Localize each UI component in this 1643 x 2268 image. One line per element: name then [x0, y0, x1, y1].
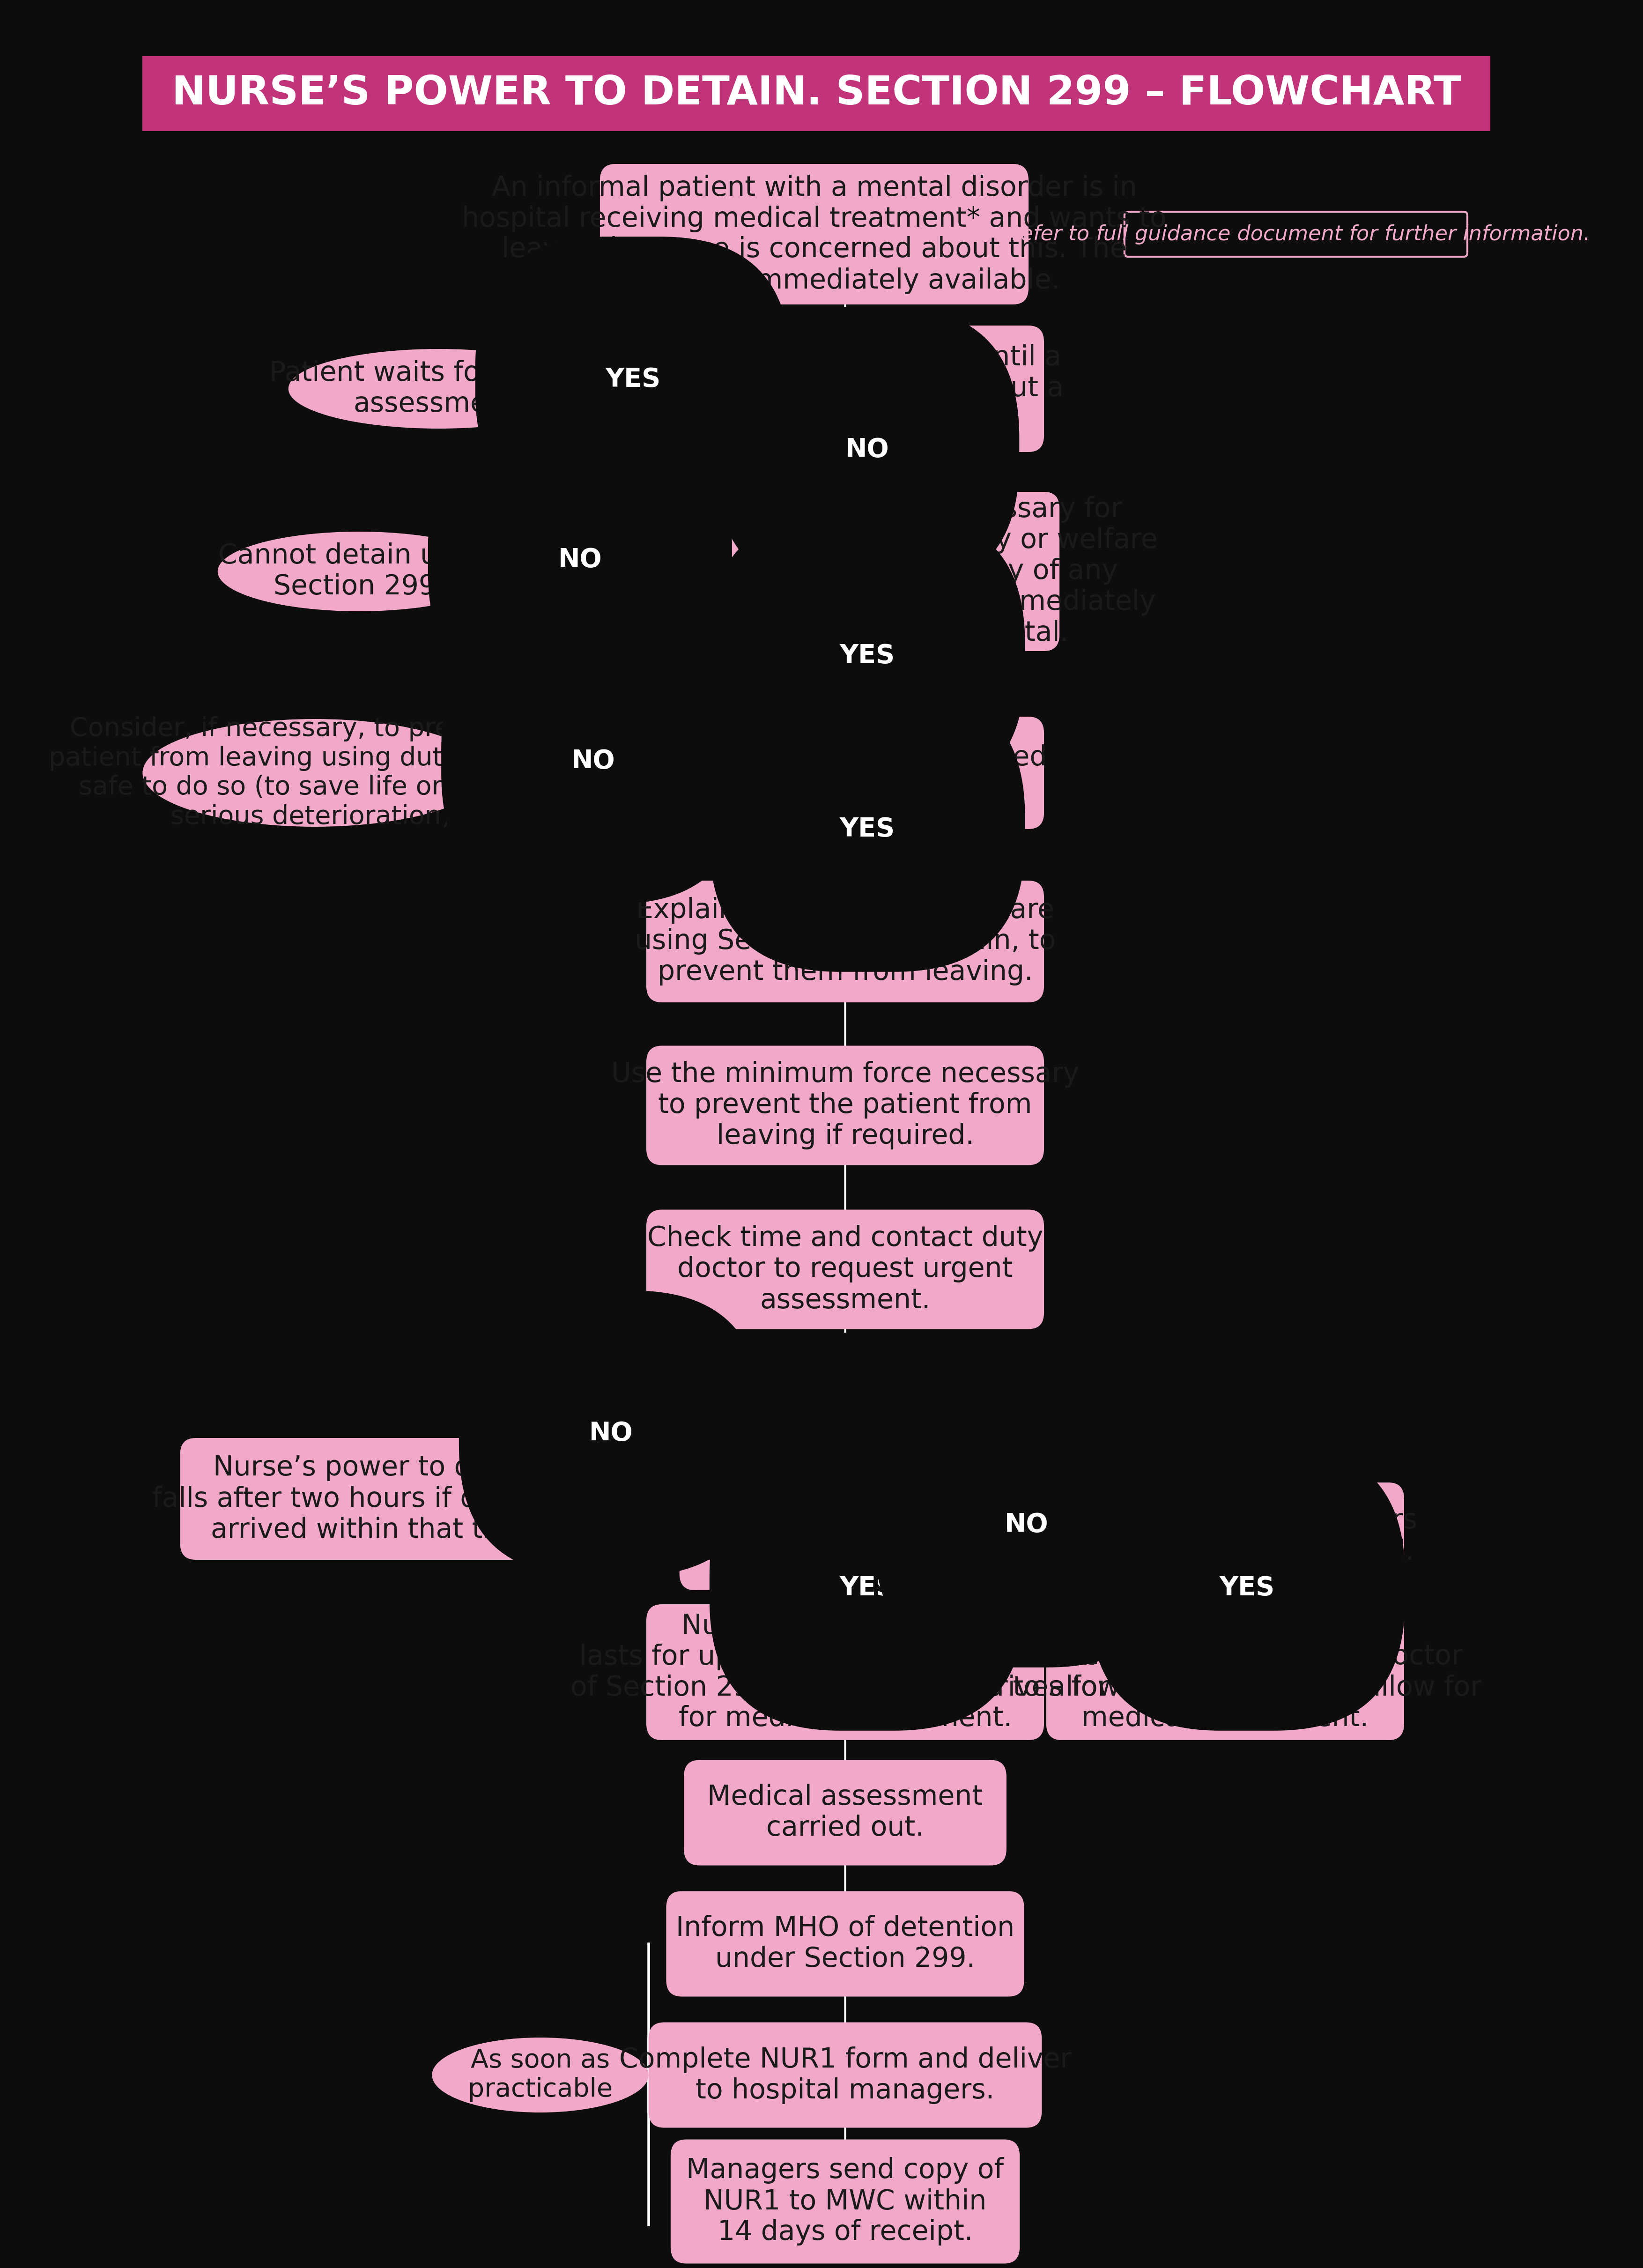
- Text: YES: YES: [840, 1576, 895, 1601]
- Text: Is the nurse of the prescribed
class (RMN, RNLD)?: Is the nurse of the prescribed class (RM…: [644, 744, 1047, 801]
- FancyBboxPatch shape: [631, 492, 1060, 651]
- Text: YES: YES: [605, 367, 660, 392]
- Text: YES: YES: [840, 644, 895, 669]
- Text: Check time and contact duty
doctor to request urgent
assessment.: Check time and contact duty doctor to re…: [647, 1225, 1043, 1313]
- FancyBboxPatch shape: [1047, 1603, 1405, 1740]
- Text: Nurse’s power to detain
lasts for up to two hours from the start
of Section 299 : Nurse’s power to detain lasts for up to …: [570, 1613, 1121, 1733]
- Text: NO: NO: [846, 438, 889, 463]
- Ellipse shape: [217, 531, 501, 612]
- FancyBboxPatch shape: [600, 163, 1029, 304]
- Text: Between one and two hours
of started detention period.: Between one and two hours of started det…: [1033, 1508, 1416, 1565]
- FancyBboxPatch shape: [665, 1892, 1024, 1996]
- Text: An informal patient with a mental disorder is in
hospital receiving medical trea: An informal patient with a mental disord…: [462, 175, 1167, 295]
- FancyBboxPatch shape: [646, 1209, 1043, 1329]
- Text: Nurse’s power to detain is
extended from the time the doctor
arrives for up to o: Nurse’s power to detain is extended from…: [969, 1613, 1482, 1733]
- FancyBboxPatch shape: [649, 2023, 1042, 2127]
- FancyBboxPatch shape: [1047, 1483, 1405, 1590]
- Text: Explain to patient that you are
using Section 299 to detain, to
prevent them fro: Explain to patient that you are using Se…: [634, 898, 1056, 987]
- FancyBboxPatch shape: [646, 880, 1043, 1002]
- FancyBboxPatch shape: [646, 327, 1043, 451]
- Ellipse shape: [432, 2037, 649, 2112]
- Text: NO: NO: [590, 1420, 633, 1447]
- Text: NO: NO: [559, 547, 601, 572]
- FancyBboxPatch shape: [670, 2139, 1020, 2263]
- Text: YES: YES: [1219, 1576, 1275, 1601]
- Text: Within one hour of
Section 299 applied.: Within one hour of Section 299 applied.: [705, 1508, 986, 1565]
- Text: Medical assessment
carried out.: Medical assessment carried out.: [708, 1785, 983, 1842]
- FancyBboxPatch shape: [646, 1603, 1043, 1740]
- Ellipse shape: [289, 349, 588, 429]
- FancyBboxPatch shape: [683, 1379, 1007, 1479]
- Text: NO: NO: [1004, 1513, 1048, 1538]
- FancyBboxPatch shape: [181, 1438, 573, 1560]
- Text: Consider, if necessary, to prevent the
patient from leaving using duty of care i: Consider, if necessary, to prevent the p…: [49, 717, 582, 830]
- FancyBboxPatch shape: [680, 1483, 1010, 1590]
- Text: Complete NUR1 form and deliver
to hospital managers.: Complete NUR1 form and deliver to hospit…: [619, 2046, 1071, 2105]
- Text: YES: YES: [840, 816, 895, 841]
- Text: Use the minimum force necessary
to prevent the patient from
leaving if required.: Use the minimum force necessary to preve…: [611, 1061, 1079, 1150]
- Text: Inform MHO of detention
under Section 299.: Inform MHO of detention under Section 29…: [675, 1914, 1014, 1973]
- Text: As soon as
practicable: As soon as practicable: [468, 2048, 613, 2102]
- Text: Nurse’s power to detain
falls after two hours if doctor not
arrived within that : Nurse’s power to detain falls after two …: [153, 1454, 601, 1542]
- Text: Cannot detain under
Section 299.: Cannot detain under Section 299.: [219, 542, 499, 601]
- Text: Managers send copy of
NUR1 to MWC within
14 days of receipt.: Managers send copy of NUR1 to MWC within…: [687, 2157, 1004, 2245]
- Text: YES: YES: [840, 1463, 895, 1488]
- Ellipse shape: [143, 719, 488, 828]
- FancyBboxPatch shape: [143, 57, 1490, 132]
- Text: NURSE’S POWER TO DETAIN. SECTION 299 – FLOWCHART: NURSE’S POWER TO DETAIN. SECTION 299 – F…: [173, 75, 1461, 113]
- Text: Does the nurse consider it necessary for
the protection of the health, safety or: Does the nurse consider it necessary for…: [532, 497, 1158, 646]
- Text: NO: NO: [572, 748, 614, 773]
- FancyBboxPatch shape: [646, 1046, 1043, 1166]
- Text: Patient agrees to remain until a
doctor can attend to carry out a
medical examin: Patient agrees to remain until a doctor …: [626, 345, 1065, 433]
- Text: *refer to full guidance document for further information.: *refer to full guidance document for fur…: [1002, 225, 1590, 245]
- FancyBboxPatch shape: [683, 1760, 1007, 1864]
- FancyBboxPatch shape: [646, 717, 1043, 830]
- Text: Patient waits for medical
assessment.: Patient waits for medical assessment.: [269, 361, 608, 417]
- Text: Doctor arrives?: Doctor arrives?: [741, 1415, 950, 1442]
